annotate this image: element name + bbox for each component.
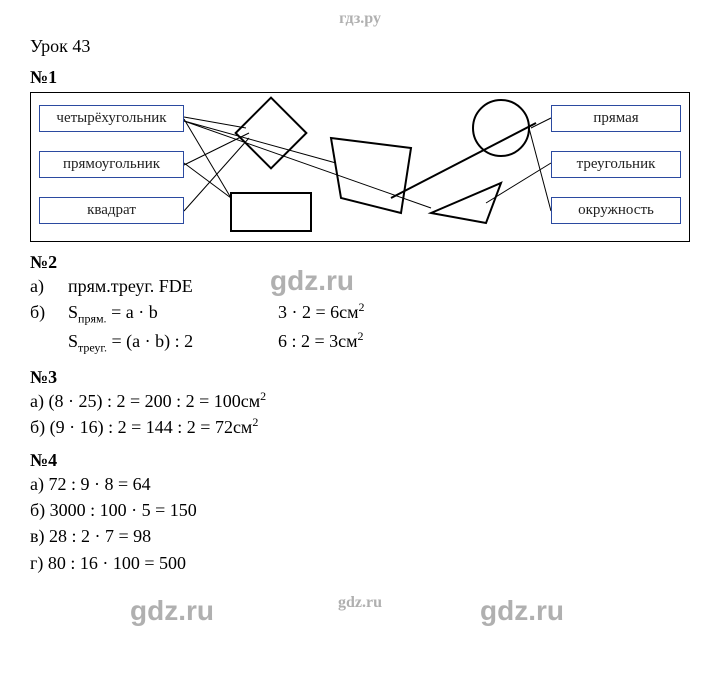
task-2-line-a: а) прям.треуг. FDE (30, 273, 690, 299)
connector-line (184, 119, 231, 198)
task-3-b: б) (9 · 16) : 2 = 144 : 2 = 72см2 (30, 414, 690, 440)
lesson-title: Урок 43 (30, 36, 690, 57)
task-2-number: №2 (30, 252, 690, 273)
connector-line (184, 117, 246, 128)
diamond-shape (236, 98, 307, 169)
task-2-line-b1: б) Sпрям. = a · b 3 · 2 = 6см2 (30, 299, 690, 328)
task-2-b1-result: 3 · 2 = 6см2 (278, 299, 365, 328)
shape-label: треугольник (551, 151, 681, 178)
quadrilateral-shape (331, 138, 411, 213)
task-2-a-text: прям.треуг. FDE (68, 273, 193, 299)
connector-line (184, 163, 231, 198)
task-3-a: а) (8 · 25) : 2 = 200 : 2 = 100см2 (30, 388, 690, 414)
task-2-b2-result: 6 : 2 = 3см2 (278, 328, 364, 357)
shape-label: квадрат (39, 197, 184, 224)
task-3-number: №3 (30, 367, 690, 388)
circle-shape (473, 100, 529, 156)
task-4-a: а) 72 : 9 · 8 = 64 (30, 471, 690, 497)
task-4-d: г) 80 : 16 · 100 = 500 (30, 550, 690, 576)
connector-line (184, 121, 431, 208)
shape-label: прямоугольник (39, 151, 184, 178)
task-4-b: б) 3000 : 100 · 5 = 150 (30, 497, 690, 523)
task-2-b1-formula: Sпрям. = a · b (68, 299, 278, 328)
task-4-number: №4 (30, 450, 690, 471)
header-watermark: гдз.ру (30, 10, 690, 28)
task-2-b-label: б) (30, 299, 68, 328)
line-shape (391, 123, 536, 198)
shape-label: четырёхугольник (39, 105, 184, 132)
footer-watermark: gdz.ru (30, 594, 690, 612)
shape-label: прямая (551, 105, 681, 132)
triangle-shape (431, 183, 501, 223)
task-4-c: в) 28 : 2 · 7 = 98 (30, 523, 690, 549)
shapes-diagram: четырёхугольник прямоугольник квадрат пряма… (30, 92, 690, 242)
shape-label: окружность (551, 197, 681, 224)
connector-line (529, 128, 551, 211)
task-2-line-b2: Sтреуг. = (a · b) : 2 6 : 2 = 3см2 (30, 328, 690, 357)
rectangle-shape (231, 193, 311, 231)
task-1-number: №1 (30, 67, 690, 88)
task-2-b2-formula: Sтреуг. = (a · b) : 2 (68, 328, 278, 357)
task-2-a-label: а) (30, 273, 68, 299)
